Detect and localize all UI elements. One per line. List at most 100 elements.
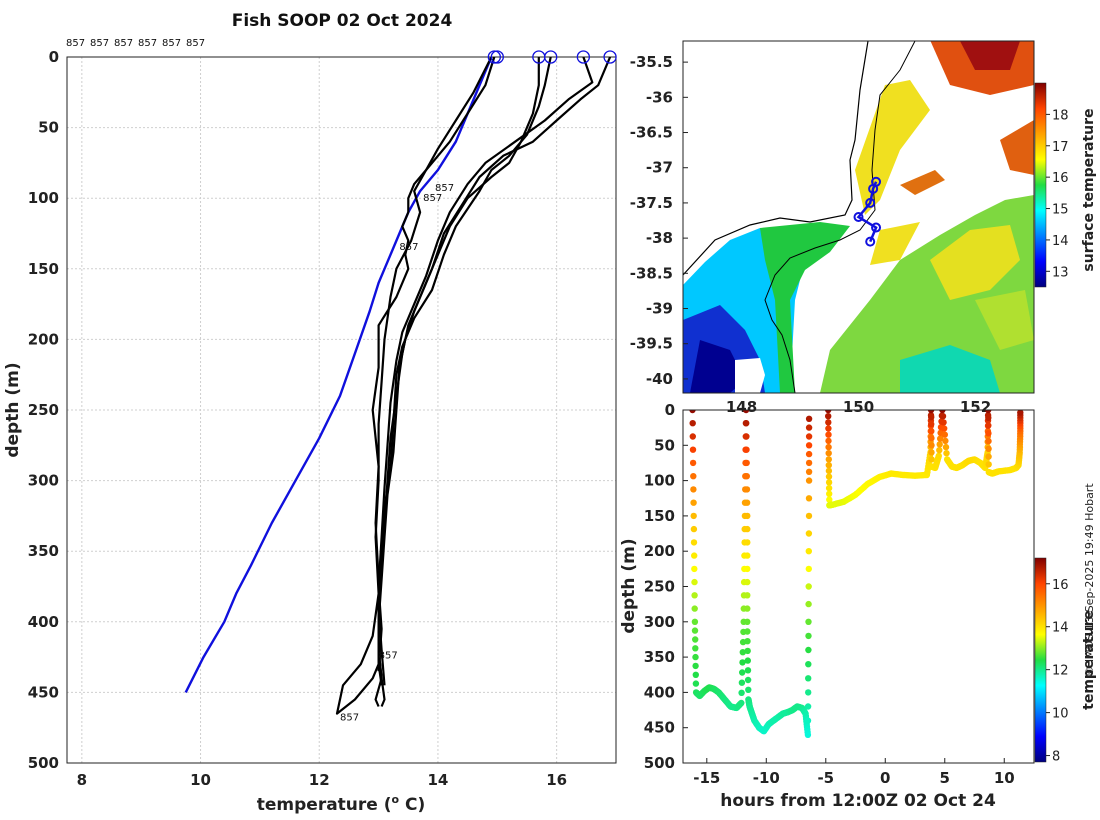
ship-track-point-1 (868, 183, 879, 194)
map-lon-tick-2: 152 (960, 398, 991, 416)
timedepth-point-0-12-3 (739, 669, 746, 676)
timedepth-point-0-0-0 (689, 410, 696, 414)
timedepth-point-1-16-2 (936, 441, 943, 448)
timedepth-tracks (689, 410, 1024, 738)
timedepth-point-0-15-3 (743, 446, 750, 453)
timedepth-point-0-12-4 (739, 659, 746, 666)
surface-marker-5 (603, 50, 617, 64)
sst-cb-tick-2: 15 (1052, 203, 1069, 218)
timedepth-point-1-17-3 (941, 425, 948, 432)
timedepth-point-0-15-1 (743, 420, 750, 427)
timedepth-point-0-34-3 (805, 565, 812, 573)
sst-deep-cold-core (690, 340, 745, 393)
timedepth-point-0-35-5 (805, 433, 813, 440)
map-lat-tick-6: -38.5 (630, 264, 673, 282)
timedepth-point-1-16-3 (937, 435, 944, 442)
timedepth-point-0-0-5 (690, 473, 697, 480)
surface-marker-1 (490, 50, 504, 64)
profile-y-label: depth (m) (3, 362, 23, 457)
temp-cb-tick-0: 8 (1052, 750, 1060, 765)
profile-y-tick-8: 400 (28, 613, 59, 631)
profile-x-tick-3: 14 (428, 771, 449, 789)
timedepth-point-0-0-4 (689, 459, 697, 467)
ship-track-point-2 (865, 197, 876, 208)
timedepth-point-1-27-5 (985, 445, 992, 452)
timedepth-y-tick-6: 300 (644, 613, 675, 631)
timedepth-y-tick-7: 350 (644, 648, 675, 666)
profile-point-label-1: 857 (423, 193, 442, 204)
temperature-colorbar-ticks: 8 10 12 14 16 (1046, 578, 1069, 765)
profile-top-label-3: 857 (138, 38, 157, 49)
timedepth-point-1-35-7 (1017, 410, 1024, 416)
timedepth-point-1-27-0 (985, 410, 992, 414)
timedepth-point-1-0-7 (825, 450, 832, 457)
timedepth-point-1-13-2 (928, 420, 935, 428)
profile-line-mean (184, 57, 493, 693)
timedepth-point-0-17-1 (744, 628, 751, 635)
surface-marker-4 (576, 50, 591, 64)
timedepth-y-tick-0: 0 (665, 401, 675, 419)
timedepth-point-0-16-4 (744, 565, 751, 573)
timedepth-point-0-16-3 (744, 552, 751, 559)
map-lat-tick-7: -39 (646, 300, 673, 318)
sst-mid-orange (900, 170, 945, 195)
sst-cb-tick-5: 18 (1052, 108, 1069, 123)
sst-cb-tick-1: 14 (1052, 234, 1069, 249)
timedepth-point-0-34-6 (805, 512, 813, 520)
timedepth-point-0-17-6 (744, 676, 752, 684)
timedepth-x-tick-1: -10 (753, 769, 780, 787)
profile-x-tick-0: 8 (77, 771, 87, 789)
timedepth-point-0-35-1 (805, 468, 813, 475)
profile-y-tick-6: 300 (28, 472, 59, 490)
timedepth-point-0-15-6 (743, 486, 751, 493)
timedepth-point-0-16-5 (744, 578, 751, 586)
timedepth-point-0-34-7 (805, 495, 813, 502)
timedepth-point-0-16-1 (744, 525, 751, 533)
profile-point-label-0: 857 (435, 183, 454, 194)
profile-x-tick-4: 16 (546, 771, 567, 789)
timedepth-y-tick-10: 500 (644, 754, 675, 772)
map-lon-tick-0: 148 (726, 398, 757, 416)
profile-y-tick-10: 500 (28, 754, 59, 772)
profile-point-label-3: 857 (379, 650, 398, 661)
timedepth-y-ticks: 0 50 100 150 200 250 300 350 400 450 500 (644, 401, 688, 772)
timedepth-point-0-35-0 (805, 477, 813, 484)
timedepth-point-0-1-6 (691, 592, 698, 599)
timedepth-point-0-1-0 (690, 512, 697, 520)
timedepth-point-0-2-0 (691, 618, 699, 625)
timedepth-point-0-35-2 (805, 459, 813, 467)
timedepth-point-0-0-7 (690, 499, 697, 506)
timedepth-x-tick-2: -5 (817, 769, 834, 787)
timedepth-point-0-33-4 (805, 675, 812, 682)
profile-x-label-sup: o (392, 793, 400, 806)
land-mainland (683, 41, 868, 275)
timedepth-point-0-1-1 (690, 525, 698, 533)
profile-x-tick-1: 10 (190, 771, 211, 789)
ship-track-point-5 (865, 236, 876, 247)
timedepth-point-0-34-2 (805, 583, 812, 590)
timedepth-point-0-2-7 (692, 680, 700, 687)
timedepth-point-0-15-5 (743, 473, 750, 480)
timedepth-point-1-27-4 (985, 437, 992, 445)
surface-marker-0 (487, 50, 501, 64)
ship-track (853, 176, 882, 247)
timedepth-point-1-17-2 (940, 419, 947, 426)
timedepth-point-1-1-6 (826, 490, 833, 497)
timedepth-point-0-17-0 (744, 618, 751, 625)
timedepth-point-0-35-7 (805, 415, 813, 422)
profile-point-label-2: 857 (399, 242, 418, 253)
profile-top-label-5: 857 (186, 38, 205, 49)
map-lat-tick-2: -36.5 (630, 124, 673, 142)
timedepth-x-ticks: -15 -10 -5 0 5 10 (693, 758, 1015, 787)
map-lat-tick-0: -35.5 (630, 53, 673, 71)
land-island-patch (735, 358, 765, 393)
timedepth-point-0-2-6 (692, 671, 699, 678)
timedepth-point-1-1-5 (825, 484, 833, 492)
timedepth-point-0-35-6 (805, 424, 813, 431)
profile-grid (67, 56, 616, 764)
profile-line-profile-2 (335, 57, 493, 715)
timedepth-point-1-27-2 (985, 422, 992, 429)
timedepth-y-tick-1: 50 (654, 436, 675, 454)
profile-line-profile-5 (377, 57, 612, 686)
